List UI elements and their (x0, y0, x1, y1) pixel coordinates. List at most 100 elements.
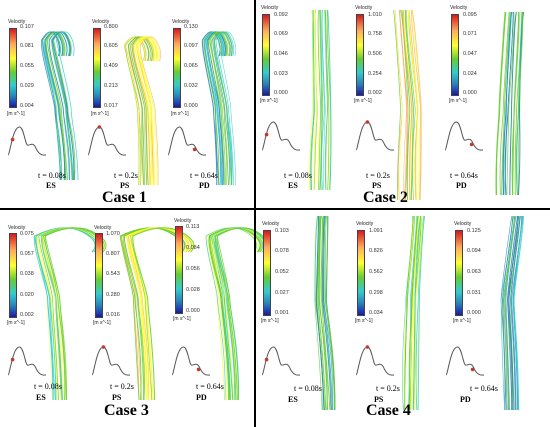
streamline (318, 215, 328, 411)
streamline (518, 11, 524, 196)
streamline (399, 9, 409, 201)
streamline (325, 215, 336, 411)
streamline (213, 31, 233, 186)
color-bar (9, 233, 17, 318)
tick-label: 0.028 (186, 287, 200, 293)
legend-title: Velocity (172, 19, 190, 25)
streamline (413, 215, 423, 411)
streamline (215, 31, 235, 186)
tick-label: 0.020 (20, 292, 34, 298)
streamline (132, 227, 195, 401)
streamline (52, 31, 75, 181)
streamline (411, 9, 422, 201)
legend-title: Velocity (94, 225, 112, 231)
streamline (207, 31, 226, 186)
streamline (510, 215, 521, 411)
color-bar (173, 28, 181, 108)
time-label: t = 0.64s (470, 384, 498, 393)
flow-waveform (91, 346, 131, 376)
streamline (215, 227, 268, 401)
tick-label: 0.057 (20, 251, 34, 257)
streamline (321, 215, 331, 411)
flow-waveform (167, 126, 207, 156)
tick-label: 0.113 (186, 224, 200, 230)
streamline (513, 215, 524, 411)
legend-title: Velocity (450, 5, 468, 11)
streamline (133, 36, 155, 186)
case-title: Case 3 (104, 402, 149, 419)
tick-label: 0.038 (20, 271, 34, 277)
streamline (42, 31, 63, 181)
time-label: t = 0.2s (376, 384, 400, 393)
tick-label: 0.017 (104, 103, 118, 109)
tick-label: 0.125 (467, 228, 481, 234)
flow-waveform (261, 346, 301, 376)
streamline (317, 9, 322, 191)
streamline (512, 11, 520, 196)
unit-label: [m s^-1] (453, 318, 471, 324)
streamline (417, 215, 426, 411)
streamline (320, 9, 324, 191)
flow-waveform (7, 346, 47, 376)
phase-label: PS (372, 181, 382, 190)
tick-label: 0.213 (104, 83, 118, 89)
streamline (319, 9, 323, 191)
streamline (37, 227, 99, 401)
tick-label: 0.543 (106, 271, 120, 277)
legend-title: Velocity (356, 221, 374, 227)
tick-label: 0.095 (463, 12, 477, 18)
flow-waveform (7, 126, 47, 156)
streamline (406, 9, 416, 201)
phase-label: PD (199, 181, 210, 190)
streamline (138, 36, 160, 186)
tick-label: 0.078 (275, 248, 289, 254)
streamline (45, 31, 67, 181)
streamline (410, 215, 420, 411)
tick-label: 0.047 (463, 51, 477, 57)
tick-label: 0.107 (20, 24, 34, 30)
streamline (130, 227, 192, 401)
horizontal-divider (0, 208, 550, 210)
tick-label: 0.130 (184, 24, 198, 30)
streamline (140, 36, 161, 186)
time-label: t = 0.64s (196, 382, 224, 391)
tick-label: 0.103 (275, 228, 289, 234)
streamline (203, 31, 223, 186)
streamline (217, 31, 237, 186)
tick-label: 0.024 (463, 71, 477, 77)
unit-label: [m s^-1] (91, 111, 109, 117)
flow-waveform (445, 346, 485, 376)
streamline (33, 227, 96, 401)
streamline (325, 9, 330, 191)
streamline (130, 36, 152, 186)
streamline (502, 11, 512, 196)
flow-waveform (355, 346, 395, 376)
color-bar (95, 233, 103, 318)
tick-label: 0.506 (368, 51, 382, 57)
time-marker (264, 357, 269, 362)
phase-label: ES (46, 181, 56, 190)
streamline (408, 9, 419, 201)
streamline (507, 215, 519, 411)
time-marker (192, 147, 197, 152)
tick-label: 0.052 (275, 269, 289, 275)
phase-label: ES (36, 393, 46, 402)
time-label: t = 0.08s (294, 384, 322, 393)
case-title: Case 1 (102, 189, 147, 206)
streamline (201, 31, 221, 186)
time-label: t = 0.08s (284, 171, 312, 180)
streamline (211, 31, 230, 186)
streamline (315, 215, 325, 411)
unit-label: [m s^-1] (7, 320, 25, 326)
tick-label: 0.758 (368, 31, 382, 37)
time-label: t = 0.08s (38, 171, 66, 180)
unit-label: [m s^-1] (173, 316, 191, 322)
tick-label: 0.065 (184, 63, 198, 69)
streamline (499, 11, 510, 196)
tick-label: 0.016 (106, 312, 120, 318)
time-marker (470, 367, 475, 372)
time-label: t = 0.2s (110, 382, 134, 391)
streamline (208, 31, 227, 186)
tick-label: 0.094 (467, 248, 481, 254)
